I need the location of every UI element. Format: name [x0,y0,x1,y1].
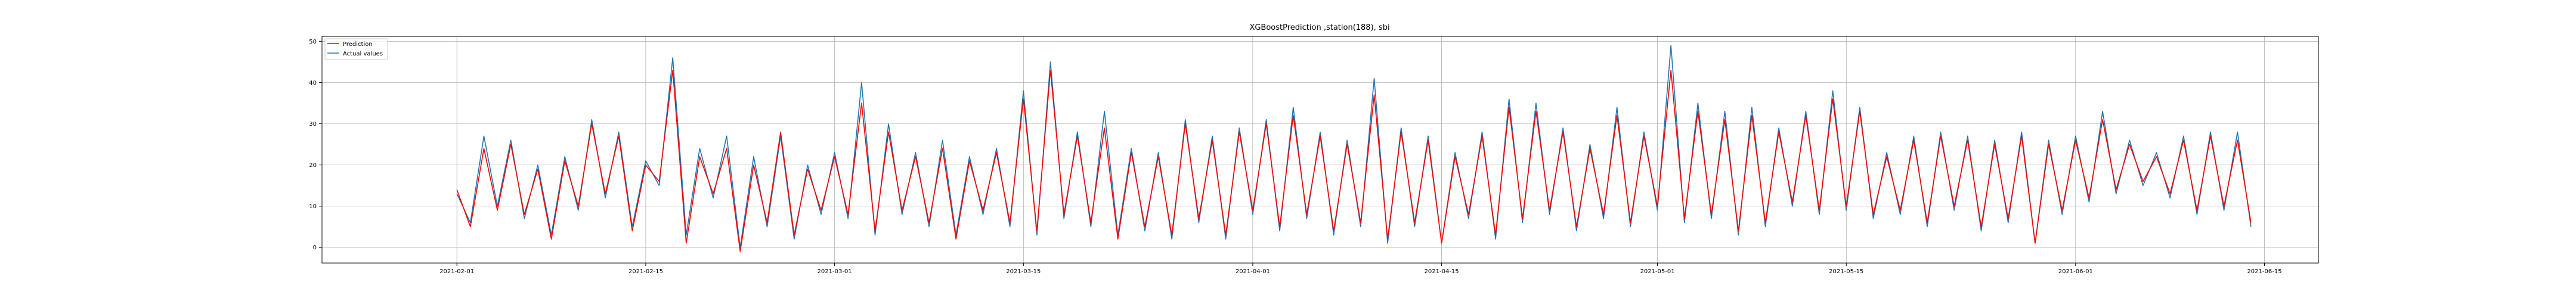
x-tick-label: 2021-02-15 [628,268,663,275]
x-tick-label: 2021-06-15 [2247,268,2281,275]
x-tick-label: 2021-04-15 [1425,268,1459,275]
series-layer [456,45,2252,252]
x-tick-label: 2021-05-15 [1829,268,1863,275]
x-tick-label: 2021-05-01 [1640,268,1674,275]
x-tick-label: 2021-06-01 [2058,268,2093,275]
series-line-prediction [456,69,2252,252]
chart-title: XGBoostPrediction ,station(188), sbi [1249,23,1389,32]
legend-box [324,38,388,60]
x-tick-label: 2021-03-15 [1006,268,1041,275]
y-tick-label: 10 [309,203,317,210]
x-tick-label: 2021-02-01 [439,268,474,275]
y-tick-label: 0 [313,245,317,251]
y-tick-label: 30 [309,121,317,128]
grid-layer [322,36,2318,263]
plot-frame [321,36,2319,264]
y-tick-label: 40 [309,80,317,86]
x-tick-label: 2021-04-01 [1236,268,1270,275]
tick-layer: 2021-02-01 2021-02-15 2021-03-01 2021-03-15… [309,39,2281,275]
y-tick-label: 20 [309,162,317,169]
legend: Prediction Actual values [324,38,388,60]
legend-label-actual-values: Actual values [343,51,383,57]
plot-area [322,36,2318,263]
legend-label-prediction: Prediction [343,41,373,48]
x-tick-label: 2021-03-01 [818,268,852,275]
y-tick-label: 50 [309,39,317,45]
